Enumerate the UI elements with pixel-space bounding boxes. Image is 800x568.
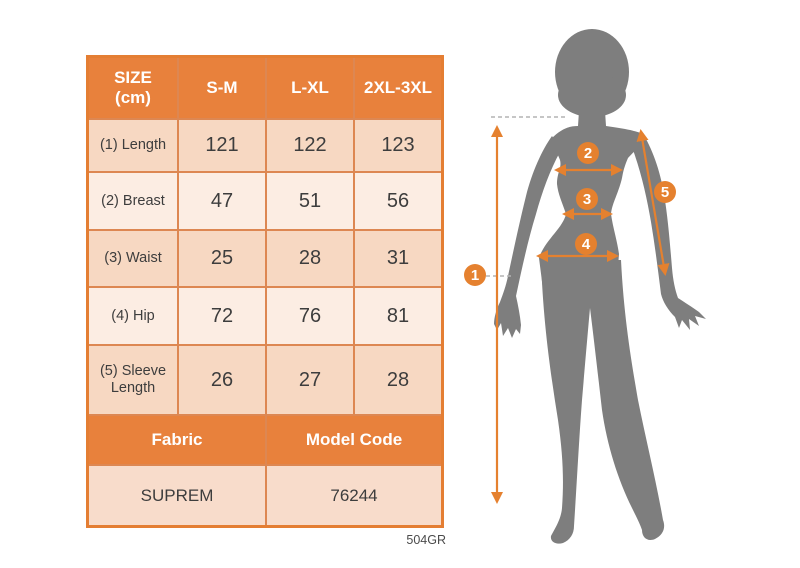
badge-5-number: 5: [661, 184, 669, 201]
row-waist-label: (3) Waist: [89, 231, 177, 286]
row-hip-lxl: 76: [267, 288, 353, 344]
badge-3-circle: [576, 188, 598, 210]
badge-3-number: 3: [583, 191, 591, 208]
row-sleeve-sm: 26: [179, 346, 265, 414]
size-table-header-sm: S-M: [179, 58, 265, 118]
product-code-text: 504GR: [406, 533, 446, 547]
row-length-label: (1) Length: [89, 120, 177, 171]
row-waist-lxl: 28: [267, 231, 353, 286]
sleeve-arrow: [636, 129, 670, 276]
badge-2-circle: [577, 142, 599, 164]
fabric-header: Fabric: [89, 416, 265, 464]
female-silhouette: [494, 29, 706, 544]
size-table-header-size: SIZE (cm): [89, 58, 177, 118]
badge-4-circle: [575, 233, 597, 255]
row-length-2xl: 123: [355, 120, 441, 171]
row-hip-sm: 72: [179, 288, 265, 344]
fabric-value: SUPREM: [89, 466, 265, 525]
badge-1-circle: [464, 264, 486, 286]
model-code-header: Model Code: [267, 416, 441, 464]
row-sleeve-lxl: 27: [267, 346, 353, 414]
row-length-lxl: 122: [267, 120, 353, 171]
size-table-header-lxl: L-XL: [267, 58, 353, 118]
silhouette-hair: [558, 73, 626, 117]
row-waist-2xl: 31: [355, 231, 441, 286]
measurement-figure: 1 2 3 4 5: [464, 29, 706, 544]
badge-4-number: 4: [582, 236, 591, 253]
size-table: SIZE (cm) S-M L-XL 2XL-3XL (1) Length 12…: [86, 55, 444, 528]
row-hip-label: (4) Hip: [89, 288, 177, 344]
row-hip-2xl: 81: [355, 288, 441, 344]
row-breast-lxl: 51: [267, 173, 353, 229]
row-breast-2xl: 56: [355, 173, 441, 229]
marker-badges: 1 2 3 4 5: [464, 142, 676, 286]
size-table-header-2xl3xl: 2XL-3XL: [355, 58, 441, 118]
model-code-value: 76244: [267, 466, 441, 525]
row-breast-sm: 47: [179, 173, 265, 229]
row-sleeve-label: (5) Sleeve Length: [89, 346, 177, 414]
row-length-sm: 121: [179, 120, 265, 171]
silhouette-legs: [541, 260, 665, 544]
row-sleeve-2xl: 28: [355, 346, 441, 414]
badge-1-number: 1: [471, 267, 479, 284]
silhouette-left-arm: [494, 136, 560, 338]
silhouette-right-arm: [633, 132, 706, 330]
row-waist-sm: 25: [179, 231, 265, 286]
badge-5-circle: [654, 181, 676, 203]
row-breast-label: (2) Breast: [89, 173, 177, 229]
measurement-arrows: [490, 124, 670, 505]
badge-2-number: 2: [584, 145, 592, 162]
